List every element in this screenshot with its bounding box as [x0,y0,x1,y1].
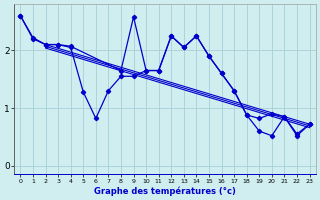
X-axis label: Graphe des températures (°c): Graphe des températures (°c) [94,186,236,196]
